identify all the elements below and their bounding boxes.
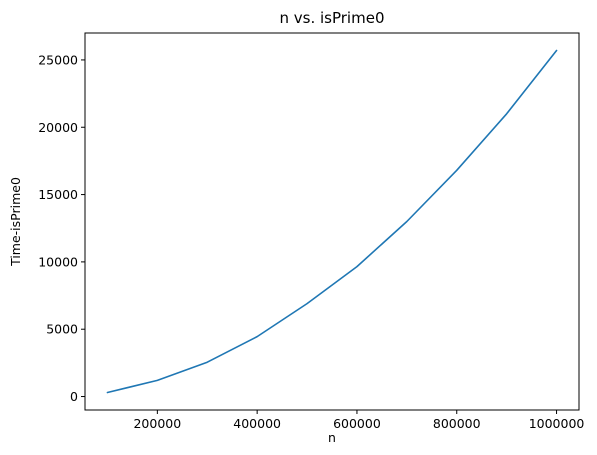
x-axis-ticks: 200000 400000 600000 800000 1000000	[133, 410, 584, 431]
x-tick-label: 1000000	[529, 416, 585, 431]
x-axis-label: n	[328, 430, 336, 445]
x-tick-label: 400000	[233, 416, 281, 431]
y-tick-label: 10000	[38, 254, 78, 269]
x-tick-label: 800000	[433, 416, 481, 431]
y-axis-ticks: 0 5000 10000 15000 20000 25000	[38, 52, 85, 404]
y-tick-label: 25000	[38, 52, 78, 67]
plot-frame	[84, 32, 580, 411]
y-tick-label: 0	[70, 389, 78, 404]
x-tick-label: 200000	[133, 416, 181, 431]
y-tick-label: 5000	[46, 322, 78, 337]
y-tick-label: 15000	[38, 187, 78, 202]
y-axis-label: Time-isPrime0	[8, 177, 23, 267]
y-tick-label: 20000	[38, 120, 78, 135]
series-line	[106, 49, 558, 394]
x-tick-label: 600000	[333, 416, 381, 431]
plot-area	[85, 33, 579, 410]
chart-title: n vs. isPrime0	[280, 9, 385, 27]
